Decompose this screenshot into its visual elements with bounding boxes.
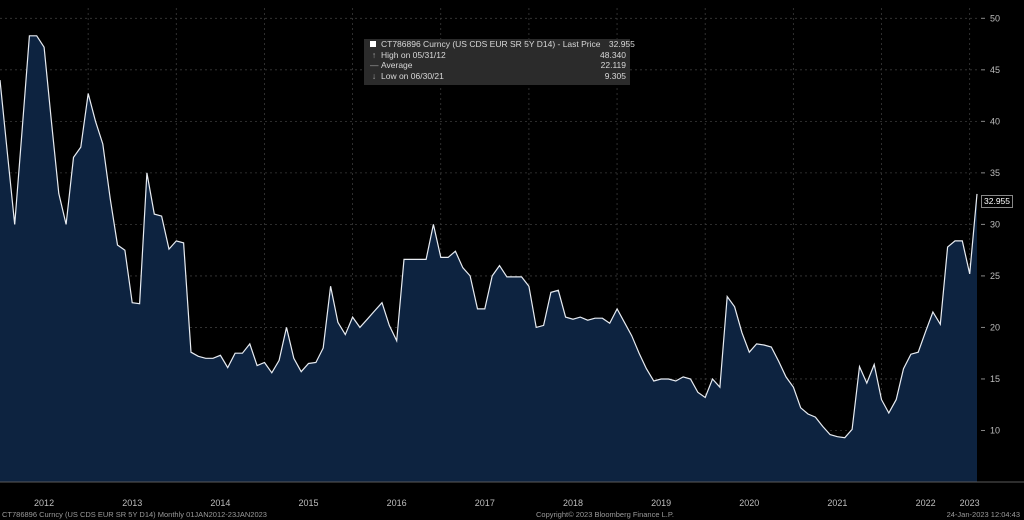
legend-low-row: ↓ Low on 06/30/21 9.305: [364, 71, 630, 82]
legend-avg-label: Average: [381, 60, 413, 70]
y-tick-label-2: 20: [990, 322, 1000, 332]
high-marker-icon: ↑: [371, 49, 377, 60]
x-tick-label-2015: 2015: [299, 498, 319, 508]
low-marker-icon: ↓: [371, 70, 377, 81]
x-tick-label-2022: 2022: [916, 498, 936, 508]
x-tick-label-2023: 2023: [960, 498, 980, 508]
legend-high-value: 48.340: [600, 49, 626, 60]
legend-title-row: CT786896 Curncy (US CDS EUR SR 5Y D14) -…: [364, 39, 635, 50]
y-tick-label-5: 35: [990, 168, 1000, 178]
footer-timestamp: 24-Jan-2023 12:04:43: [946, 510, 1020, 519]
legend-high-row: ↑ High on 05/31/12 48.340: [364, 50, 630, 61]
average-marker-icon: —: [370, 60, 379, 70]
y-tick-label-1: 15: [990, 374, 1000, 384]
x-tick-label-2017: 2017: [475, 498, 495, 508]
legend-title: CT786896 Curncy (US CDS EUR SR 5Y D14) -…: [381, 39, 601, 49]
legend-avg-value: 22.119: [600, 60, 626, 70]
x-tick-label-2012: 2012: [34, 498, 54, 508]
white-square-icon: [370, 41, 376, 48]
x-tick-label-2016: 2016: [387, 498, 407, 508]
legend-low-value: 9.305: [604, 70, 626, 81]
x-tick-label-2021: 2021: [827, 498, 847, 508]
x-tick-label-2018: 2018: [563, 498, 583, 508]
legend-last-value: 32.955: [608, 39, 635, 49]
y-tick-label-6: 40: [990, 116, 1000, 126]
last-price-tag: 32.955: [981, 195, 1013, 208]
legend-panel: CT786896 Curncy (US CDS EUR SR 5Y D14) -…: [364, 39, 635, 85]
legend-avg-row: — Average 22.119: [364, 60, 630, 71]
y-tick-label-7: 45: [990, 65, 1000, 75]
x-axis-ticks: 2012 2013 2014 2015 2016 2017 2018 2019 2020 2021…: [34, 498, 980, 508]
price-area: [0, 35, 977, 483]
footer-copyright: Copyright© 2023 Bloomberg Finance L.P.: [536, 510, 674, 519]
x-tick-label-2014: 2014: [210, 498, 230, 508]
y-tick-label-8: 50: [990, 13, 1000, 23]
y-tick-label-3: 25: [990, 271, 1000, 281]
y-axis-ticks: 10 15 20 25 30 35 40 45 50: [981, 13, 1000, 435]
x-tick-label-2019: 2019: [651, 498, 671, 508]
legend-high-label: High on 05/31/12: [381, 49, 446, 60]
legend-low-label: Low on 06/30/21: [381, 70, 444, 81]
x-tick-label-2013: 2013: [122, 498, 142, 508]
y-tick-label-0: 10: [990, 425, 1000, 435]
y-tick-label-4: 30: [990, 219, 1000, 229]
footer-security-info: CT786896 Curncy (US CDS EUR SR 5Y D14) M…: [2, 510, 267, 519]
x-tick-label-2020: 2020: [739, 498, 759, 508]
price-line: [0, 35, 978, 439]
